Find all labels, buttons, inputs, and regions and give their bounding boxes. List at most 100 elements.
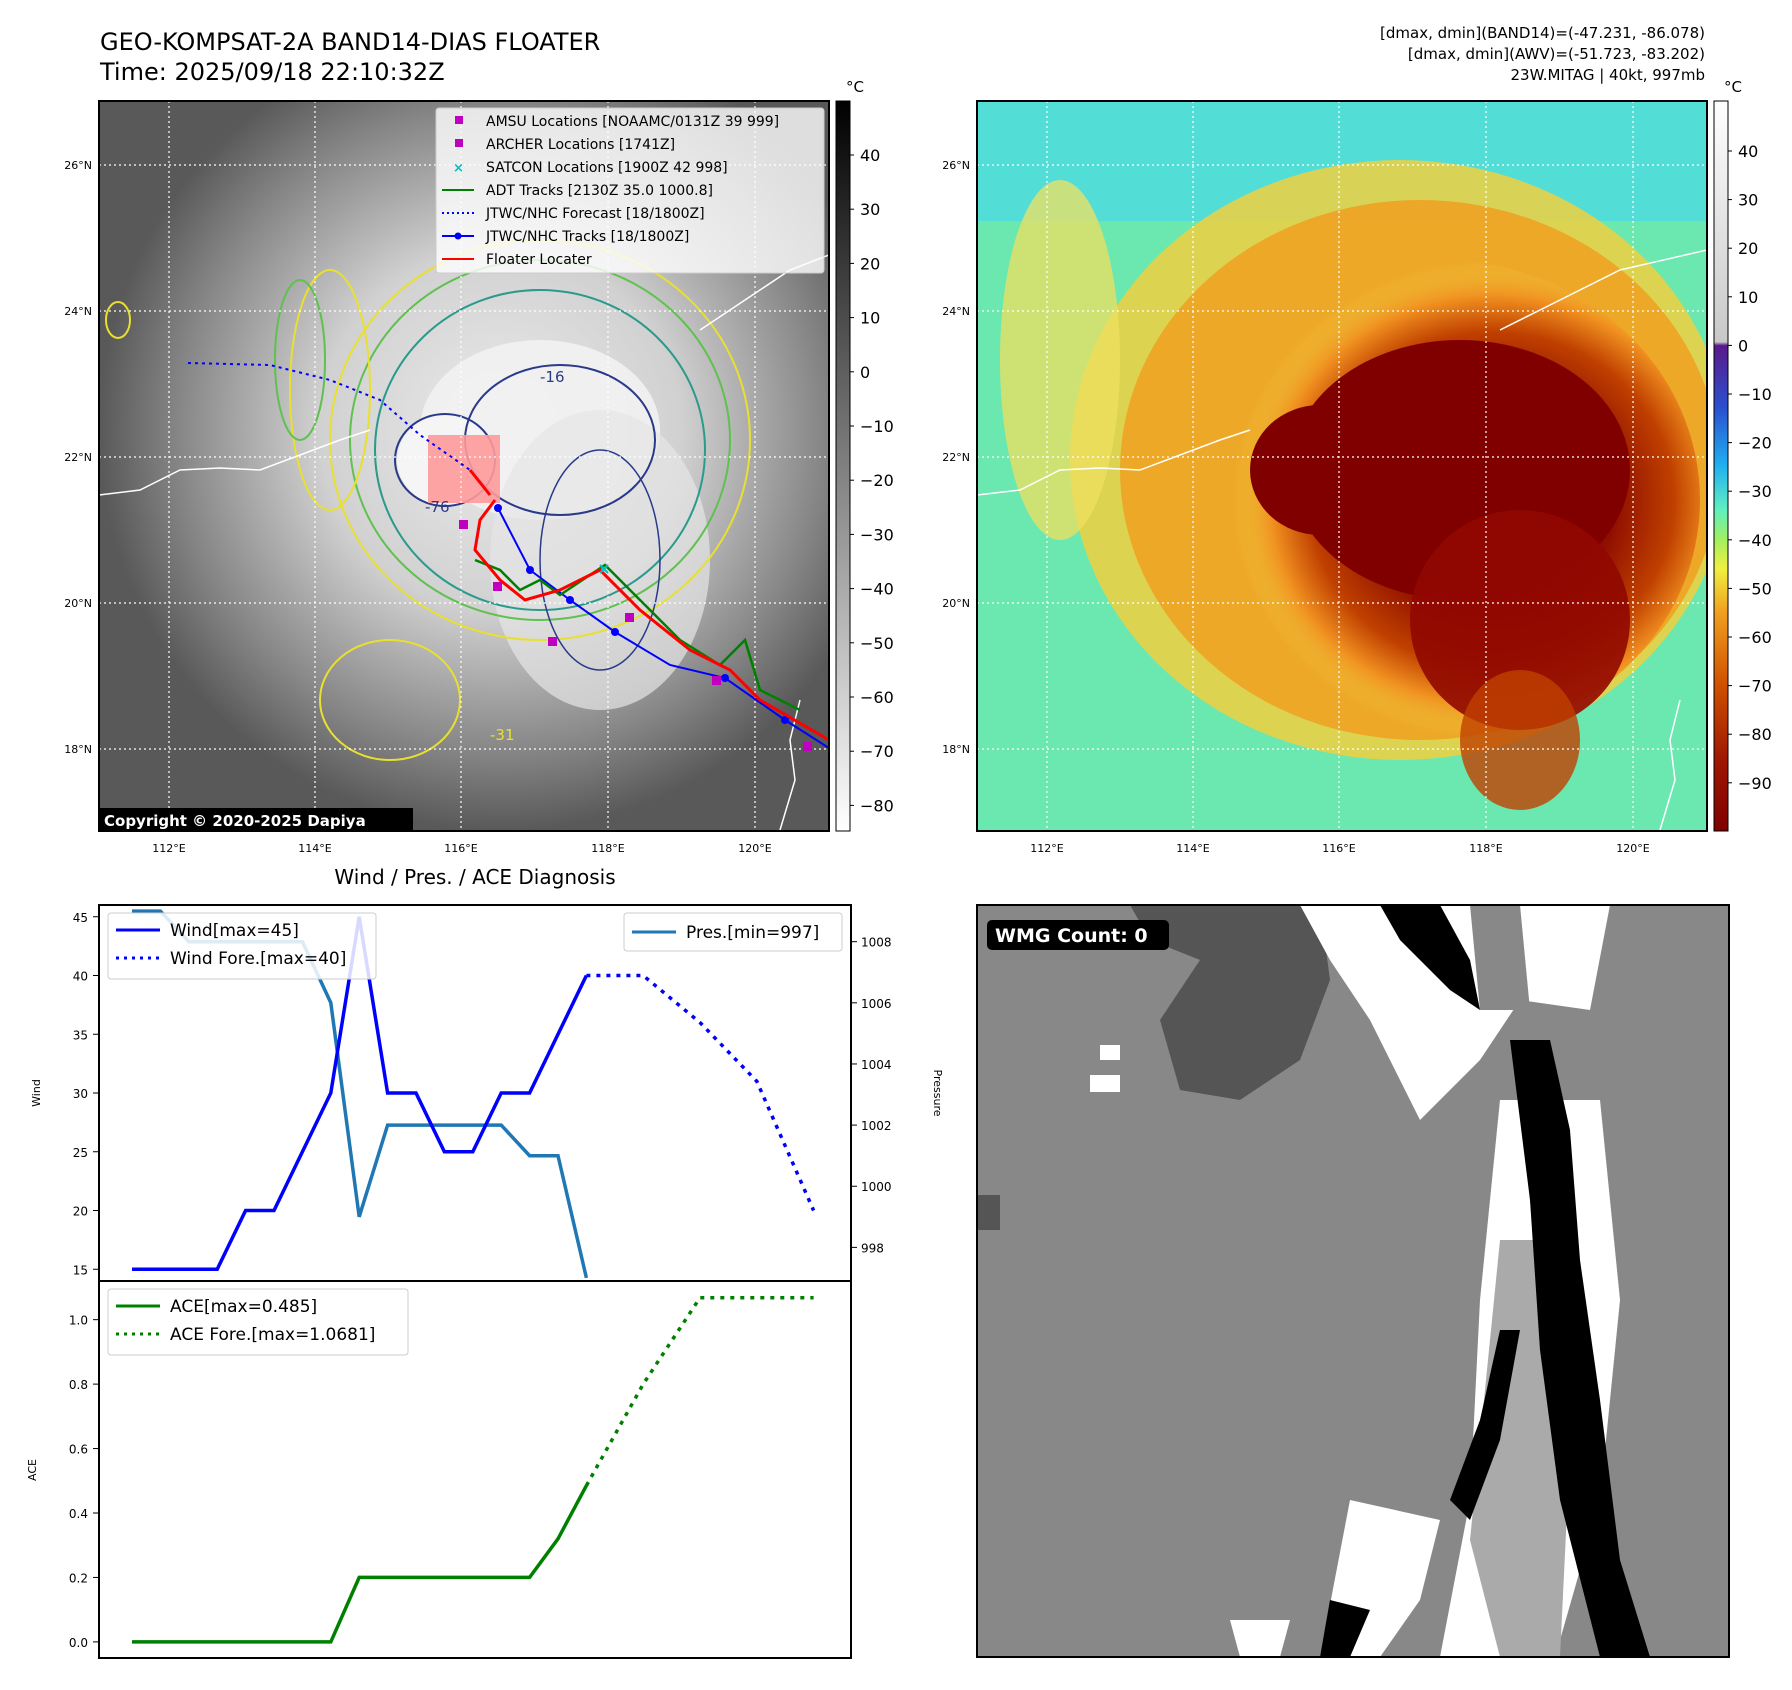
colorbar-tick-label: −60 — [860, 688, 894, 707]
figure-title: GEO-KOMPSAT-2A BAND14-DIAS FLOATER — [100, 28, 600, 56]
map-legend: AMSU Locations [NOAAMC/0131Z 39 999] ARC… — [435, 107, 825, 274]
pressure-tick-label: 1006 — [861, 997, 892, 1011]
legend-pres: Pres.[min=997] — [686, 923, 819, 943]
wind-tick-label: 45 — [73, 911, 88, 925]
lon-tick: 114°E — [298, 842, 331, 855]
figure-time: Time: 2025/09/18 22:10:32Z — [99, 58, 445, 86]
legend-floater: Floater Locater — [486, 252, 592, 268]
contour-label: -16 — [540, 368, 565, 386]
lat-tick: 20°N — [64, 597, 92, 610]
ace-series-line — [132, 1484, 588, 1644]
lon-tick: 120°E — [738, 842, 771, 855]
ace-tick-label: 0.2 — [69, 1571, 88, 1585]
ace-legend: ACE[max=0.485] ACE Fore.[max=1.0681] — [107, 1288, 409, 1356]
colorbar-tick-label: −10 — [860, 417, 894, 436]
ace-tick-label: 0.6 — [69, 1443, 88, 1457]
legend-satcon: SATCON Locations [1900Z 42 998] — [486, 160, 728, 176]
colorbar-tick-label: 20 — [860, 254, 880, 273]
colorbar-tick-label: −30 — [860, 525, 894, 544]
info-band14: [dmax, dmin](BAND14)=(-47.231, -86.078) — [1380, 24, 1705, 42]
wind-tick-label: 40 — [73, 970, 88, 984]
pressure-tick-label: 998 — [861, 1241, 884, 1255]
wind-tick-label: 15 — [73, 1263, 88, 1277]
contour-label: -31 — [490, 726, 515, 744]
diag-chart-marks: 15 20 25 30 35 40 45 998 1000 1002 1004 1006 1008 0.0… — [69, 909, 892, 1650]
legend-amsu: AMSU Locations [NOAAMC/0131Z 39 999] — [486, 114, 779, 130]
legend-adt: ADT Tracks [2130Z 35.0 1000.8] — [486, 183, 713, 199]
lat-tick: 22°N — [942, 451, 970, 464]
lat-tick: 26°N — [64, 159, 92, 172]
pres-legend: Pres.[min=997] — [623, 912, 843, 952]
legend-satcon-marker: × — [453, 161, 464, 176]
diag-title: Wind / Pres. / ACE Diagnosis — [334, 865, 615, 889]
lon-tick: 116°E — [444, 842, 477, 855]
lon-tick: 116°E — [1322, 842, 1355, 855]
ace-tick-label: 0.4 — [69, 1507, 88, 1521]
color-colorbar-unit: °C — [1724, 78, 1742, 96]
floater-locater — [473, 499, 829, 742]
colorbar-tick-label: 30 — [1738, 191, 1758, 210]
wmg-frame — [976, 904, 1730, 1658]
pressure-tick-label: 1004 — [861, 1058, 892, 1072]
colorbar-tick-label: −20 — [1738, 434, 1772, 453]
legend-archer: ARCHER Locations [1741Z] — [486, 137, 675, 153]
lat-tick: 18°N — [64, 743, 92, 756]
colorbar-tick-label: 0 — [860, 363, 870, 382]
colorbar-tick-label: −70 — [1738, 677, 1772, 696]
colorbar-tick-label: 0 — [1738, 336, 1748, 355]
legend-archer-marker — [455, 139, 463, 147]
jtwc-track — [497, 507, 829, 749]
lat-tick: 22°N — [64, 451, 92, 464]
wmg-badge — [987, 920, 1169, 950]
gray-colorbar-ticks: 40 30 20 10 0 −10 −20 −30 −40 −50 −60 −70 −80 — [850, 146, 894, 815]
wind-tick-label: 25 — [73, 1146, 88, 1160]
colorbar-tick-label: 30 — [860, 200, 880, 219]
colorbar-tick-label: −50 — [860, 634, 894, 653]
colorbar-tick-label: 40 — [1738, 142, 1758, 161]
legend-amsu-marker — [455, 116, 463, 124]
colorbar-tick-label: −60 — [1738, 628, 1772, 647]
colorbar-tick-label: 10 — [860, 309, 880, 328]
contour-label: -76 — [425, 498, 450, 516]
lon-tick: 118°E — [1469, 842, 1502, 855]
wind-tick-label: 30 — [73, 1087, 88, 1101]
right-map-frame — [976, 100, 1708, 832]
info-awv: [dmax, dmin](AWV)=(-51.723, -83.202) — [1408, 45, 1705, 63]
jtwc-forecast-track — [187, 362, 471, 471]
colorbar-tick-label: 10 — [1738, 288, 1758, 307]
ace-tick-label: 0.0 — [69, 1636, 88, 1650]
lon-tick: 118°E — [591, 842, 624, 855]
colorbar-tick-label: 20 — [1738, 239, 1758, 258]
colorbar-tick-label: −40 — [860, 580, 894, 599]
colorbar-tick-label: −40 — [1738, 531, 1772, 550]
colorbar-tick-label: −80 — [860, 796, 894, 815]
legend-wind-fore: Wind Fore.[max=40] — [170, 949, 346, 969]
lon-tick: 112°E — [152, 842, 185, 855]
colorbar-tick-label: −90 — [1738, 774, 1772, 793]
adt-track — [474, 558, 801, 712]
lon-tick: 114°E — [1176, 842, 1209, 855]
legend-track: JTWC/NHC Tracks [18/1800Z] — [485, 229, 689, 245]
lat-tick: 20°N — [942, 597, 970, 610]
colorbar-tick-label: −50 — [1738, 579, 1772, 598]
colorbar-tick-label: −30 — [1738, 482, 1772, 501]
right-map-gridlines — [977, 101, 1707, 831]
wmg-panel — [977, 905, 1729, 1657]
wind-tick-label: 20 — [73, 1205, 88, 1219]
legend-forecast: JTWC/NHC Forecast [18/1800Z] — [485, 206, 705, 222]
storm-tracks — [187, 362, 829, 751]
gray-colorbar — [835, 100, 851, 832]
ir-color-map — [977, 101, 1707, 831]
pressure-axis-label: Pressure — [931, 1070, 944, 1117]
pressure-tick-label: 1008 — [861, 936, 892, 950]
lat-tick: 18°N — [942, 743, 970, 756]
gray-colorbar-unit: °C — [846, 78, 864, 96]
colorbar-tick-label: −20 — [860, 471, 894, 490]
pressure-tick-label: 1000 — [861, 1180, 892, 1194]
lon-tick: 112°E — [1030, 842, 1063, 855]
copyright-text: Copyright © 2020-2025 Dapiya — [104, 812, 366, 830]
colorbar-tick-label: −80 — [1738, 725, 1772, 744]
legend-ace: ACE[max=0.485] — [170, 1297, 317, 1317]
lat-tick: 24°N — [64, 305, 92, 318]
wind-legend: Wind[max=45] Wind Fore.[max=40] — [107, 912, 377, 980]
